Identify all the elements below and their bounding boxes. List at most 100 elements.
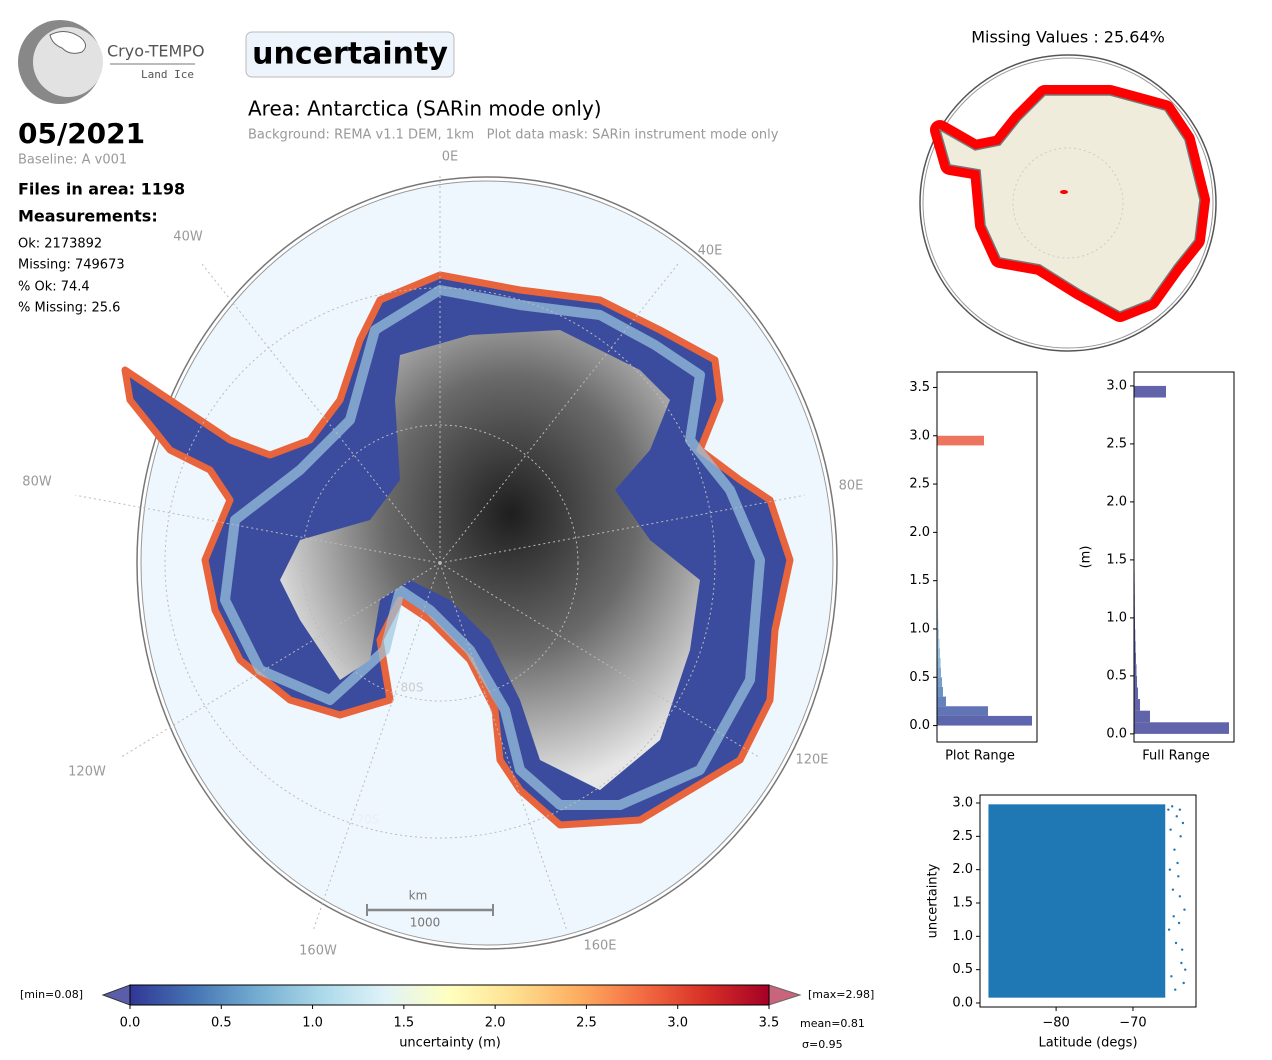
measurements-title: Measurements: xyxy=(18,207,158,226)
scatter-point xyxy=(1180,948,1184,951)
y-tick-label: 0.0 xyxy=(1106,726,1127,741)
inset-frame xyxy=(919,54,1217,352)
scatter-point xyxy=(1177,875,1180,878)
histogram-bar xyxy=(1134,629,1136,642)
lat-circle xyxy=(301,424,579,702)
y-tick-label: 1.0 xyxy=(909,621,930,636)
y-tick-label: 2.5 xyxy=(909,477,930,492)
chart-title: uncertainty xyxy=(252,37,448,72)
scatter-point xyxy=(1170,975,1173,978)
scatter-point xyxy=(1168,868,1172,871)
graticule xyxy=(75,173,805,930)
y-tick-label: 1.0 xyxy=(952,929,973,944)
y-tick-label: 0.5 xyxy=(952,962,973,977)
inset-map: Missing Values : 25.64% xyxy=(919,28,1217,352)
colorbar-max: [max=2.98] xyxy=(808,988,874,1001)
y-tick-label: 1.5 xyxy=(952,896,973,911)
y-tick-label: 1.0 xyxy=(1106,610,1127,625)
chart-note: Background: REMA v1.1 DEM, 1km Plot data… xyxy=(248,128,779,143)
scatter-point xyxy=(1167,808,1170,811)
y-axis-label: uncertainty xyxy=(926,863,941,938)
histogram-bar xyxy=(937,657,941,668)
logo-land xyxy=(49,31,86,54)
scatter-point xyxy=(1180,961,1183,965)
lon-label: 160E xyxy=(583,939,616,954)
y-tick-label: 3.0 xyxy=(909,428,930,443)
y-tick-label: 1.5 xyxy=(909,573,930,588)
title-box xyxy=(245,31,455,78)
scatter-point xyxy=(1174,941,1178,945)
inset-land xyxy=(938,94,1201,313)
lon-label: 120E xyxy=(795,753,828,768)
histogram-bar xyxy=(937,648,940,658)
colorbar xyxy=(129,984,770,1006)
map-frame-outer xyxy=(136,176,838,950)
y-tick-label: 3.0 xyxy=(1106,378,1127,393)
scatter-point xyxy=(1174,988,1177,991)
histogram-bar xyxy=(1134,687,1138,700)
stat: % Ok: 74.4 xyxy=(18,280,90,295)
x-axis-label: Full Range xyxy=(1142,749,1210,764)
x-tick-label: 3.5 xyxy=(759,1016,780,1031)
histogram-bar xyxy=(1134,664,1137,676)
y-tick-label: 0.0 xyxy=(909,718,930,733)
lon-label: 160W xyxy=(299,944,337,959)
scatter-point xyxy=(1178,895,1182,898)
main-map: 0E 40E 80E 120E 160E 160W 120W 80W 40W 8… xyxy=(22,150,863,959)
inset-graticule xyxy=(1012,147,1124,259)
lon-label: 120W xyxy=(68,765,106,780)
axes-frame xyxy=(1133,371,1235,743)
scatter-point xyxy=(1169,828,1172,831)
scatter-point xyxy=(1176,861,1179,865)
meridian xyxy=(439,494,805,564)
stat: Ok: 2173892 xyxy=(18,237,102,252)
histogram-bar xyxy=(937,609,939,620)
lon-label: 40W xyxy=(173,230,203,245)
colorbar-min: [min=0.08] xyxy=(20,988,83,1001)
lon-label: 80W xyxy=(22,475,52,490)
colorbar-mean: mean=0.81 xyxy=(800,1017,865,1030)
scale-value: 1000 xyxy=(410,916,441,930)
histogram-bar xyxy=(937,715,1032,726)
dem-background xyxy=(280,330,700,790)
colorbar-sd: σ=0.95 xyxy=(802,1038,843,1051)
x-tick-label: 1.0 xyxy=(302,1016,323,1031)
histogram-bar xyxy=(937,619,939,629)
scatter-point xyxy=(1181,821,1185,825)
histogram-bar xyxy=(937,667,941,678)
y-tick-label: 3.5 xyxy=(909,380,930,395)
date: 05/2021 xyxy=(18,117,145,150)
colorbar-extend-low xyxy=(101,984,131,1006)
x-tick-label: 0.0 xyxy=(120,1016,141,1031)
y-tick-label: 0.5 xyxy=(909,670,930,685)
x-tick-label: −70 xyxy=(1119,1016,1146,1031)
lat-label: 80S xyxy=(401,681,424,695)
histogram-bar xyxy=(1134,652,1136,665)
histogram-bar xyxy=(1134,699,1140,711)
y-tick-label: 0.0 xyxy=(952,996,973,1011)
histogram-bar xyxy=(937,696,946,707)
meridian xyxy=(201,263,441,564)
y-tick-label: 1.5 xyxy=(1106,552,1127,567)
y-tick-label: 2.5 xyxy=(952,829,973,844)
scale-unit: km xyxy=(409,889,428,903)
x-tick-label: 0.5 xyxy=(211,1016,232,1031)
histogram-bar xyxy=(937,686,943,697)
y-tick-label: 2.0 xyxy=(909,525,930,540)
scatter-point xyxy=(1170,805,1174,808)
histogram-bar xyxy=(937,628,939,639)
x-tick-label: 1.5 xyxy=(394,1016,415,1031)
x-tick-label: −80 xyxy=(1042,1016,1069,1031)
histogram-bar xyxy=(937,677,942,687)
x-axis-label: Plot Range xyxy=(945,749,1015,764)
y-tick-label: 2.5 xyxy=(1106,436,1127,451)
files: Files in area: 1198 xyxy=(18,180,185,199)
histogram-bar xyxy=(1134,722,1229,734)
x-tick-label: 2.0 xyxy=(485,1016,506,1031)
histogram-bar xyxy=(937,706,988,716)
colorbar-extend-high xyxy=(768,984,802,1006)
lon-label: 80E xyxy=(839,479,864,494)
scatter-dense-region xyxy=(988,804,1166,998)
logo-subtitle: Land Ice xyxy=(141,68,194,81)
